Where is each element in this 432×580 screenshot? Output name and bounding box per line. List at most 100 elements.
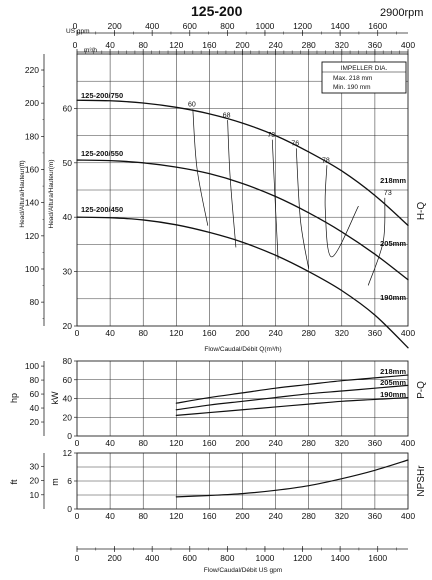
npsh-x-tick-label: 120 (169, 511, 183, 521)
hq-ft-tick-label: 160 (25, 165, 39, 175)
npsh-x-tick-label: 80 (138, 511, 148, 521)
pq-x-tick-label: 160 (202, 438, 216, 448)
hq-x-tick-label: 80 (138, 328, 148, 338)
impeller-max: Max. 218 mm (333, 75, 372, 82)
m3h-top-tick-label: 400 (401, 40, 415, 50)
pq-x-tick-label: 240 (269, 438, 283, 448)
pq-hp-tick-label: 20 (30, 417, 40, 427)
efficiency-label: 73 (384, 190, 392, 197)
hp-label: hp (9, 393, 19, 403)
npsh-ft-tick-label: 30 (30, 461, 40, 471)
npsh-x-tick-label: 40 (105, 511, 115, 521)
hq-x-tick-label: 240 (269, 328, 283, 338)
efficiency-curve (295, 148, 310, 270)
efficiency-label: 78 (322, 158, 330, 165)
m3h-top-tick-label: 280 (302, 40, 316, 50)
npsh-m-tick-label: 12 (63, 448, 73, 458)
usgpm-top-tick-label: 1200 (293, 21, 312, 31)
pq-x-tick-label: 360 (368, 438, 382, 448)
efficiency-curve (227, 120, 237, 248)
efficiency-label: 60 (188, 101, 196, 108)
pq-curve-218mm (175, 374, 409, 404)
impeller-legend-box: IMPELLER DIA. Max. 218 mm Min. 190 mm (321, 61, 407, 94)
npsh-x-tick-label: 280 (302, 511, 316, 521)
hq-ft-tick-label: 200 (25, 98, 39, 108)
usgpm-top-zero-label: 0 (73, 21, 78, 31)
hq-side-label: H-Q (416, 202, 427, 221)
hq-m-tick-label: 50 (63, 158, 73, 168)
hq-dia-label: 218mm (380, 176, 406, 185)
hq-ft-tick-label: 220 (25, 65, 39, 75)
npsh-m-tick-label: 6 (67, 476, 72, 486)
npshr-curve (175, 459, 409, 498)
usgpm-top-tick-label: 200 (107, 21, 121, 31)
npsh-ft-tick-label: 20 (30, 476, 40, 486)
npsh-m-tick-label: 0 (67, 504, 72, 514)
usgpm-bottom-tick-label: 600 (183, 553, 197, 563)
pq-x-tick-label: 0 (75, 438, 80, 448)
usgpm-bottom-tick-label: 800 (220, 553, 234, 563)
m3h-top-tick-label: 200 (235, 40, 249, 50)
hq-x-tick-label: 40 (105, 328, 115, 338)
hq-ft-tick-label: 100 (25, 264, 39, 274)
efficiency-label: 76 (291, 141, 299, 148)
impeller-title: IMPELLER DIA. (341, 65, 388, 72)
hq-x-tick-label: 320 (335, 328, 349, 338)
pq-x-tick-label: 280 (302, 438, 316, 448)
m3h-top-tick-label: 120 (169, 40, 183, 50)
pq-kw-tick-label: 20 (63, 412, 73, 422)
m3h-top-tick-label: 360 (368, 40, 382, 50)
hq-ft-tick-label: 120 (25, 231, 39, 241)
m3h-top-tick-label: 40 (105, 40, 115, 50)
efficiency-curve (192, 109, 209, 226)
npsh-x-tick-label: 240 (269, 511, 283, 521)
usgpm-top-tick-label: 600 (183, 21, 197, 31)
pq-kw-tick-label: 60 (63, 375, 73, 385)
npsh-x-tick-label: 400 (401, 511, 415, 521)
npsh-ft-label: ft (9, 479, 19, 485)
hq-x-tick-label: 280 (302, 328, 316, 338)
pq-x-tick-label: 320 (335, 438, 349, 448)
efficiency-curve (324, 165, 359, 258)
npsh-m-label: m (50, 478, 60, 486)
hq-m-tick-label: 60 (63, 103, 73, 113)
kw-label: kW (50, 391, 60, 405)
usgpm-bottom-tick-label: 1200 (293, 553, 312, 563)
hq-ft-tick-label: 140 (25, 198, 39, 208)
hq-m-tick-label: 20 (63, 321, 73, 331)
usgpm-bottom-tick-label: 0 (75, 553, 80, 563)
hq-curve-190mm (76, 216, 409, 349)
m3h-unit-top: m³/h (84, 47, 97, 54)
efficiency-label: 68 (223, 112, 231, 119)
flow-axis-label: Flow/Caudal/Débit Q(m³/h) (204, 346, 281, 353)
usgpm-bottom-tick-label: 1000 (255, 553, 274, 563)
hq-x-tick-label: 360 (368, 328, 382, 338)
pq-x-tick-label: 40 (105, 438, 115, 448)
usgpm-top-tick-label: 800 (220, 21, 234, 31)
hq-dia-label: 205mm (380, 239, 406, 248)
npsh-x-tick-label: 160 (202, 511, 216, 521)
usgpm-top-tick-label: 1400 (331, 21, 350, 31)
pq-dia-label: 205mm (380, 378, 406, 387)
pq-x-tick-label: 120 (169, 438, 183, 448)
hq-dia-label: 190mm (380, 293, 406, 302)
hq-ft-tick-label: 80 (30, 297, 40, 307)
npsh-x-tick-label: 320 (335, 511, 349, 521)
efficiency-curve (271, 139, 279, 260)
usgpm-top-tick-label: 400 (145, 21, 159, 31)
impeller-min: Min. 190 mm (333, 84, 371, 91)
pq-hp-tick-label: 100 (25, 361, 39, 371)
npshr-side-label: NPSHr (416, 465, 427, 497)
npsh-ft-tick-label: 10 (30, 490, 40, 500)
pq-x-tick-label: 400 (401, 438, 415, 448)
pq-kw-tick-label: 0 (67, 431, 72, 441)
hq-x-tick-label: 0 (75, 328, 80, 338)
pq-side-label: P-Q (416, 381, 427, 399)
pq-x-tick-label: 200 (235, 438, 249, 448)
hq-x-tick-label: 160 (202, 328, 216, 338)
npsh-x-tick-label: 200 (235, 511, 249, 521)
efficiency-curve (367, 197, 386, 286)
hq-model-label: 125-200/450 (81, 205, 123, 214)
hq-model-label: 125-200/750 (81, 91, 123, 100)
